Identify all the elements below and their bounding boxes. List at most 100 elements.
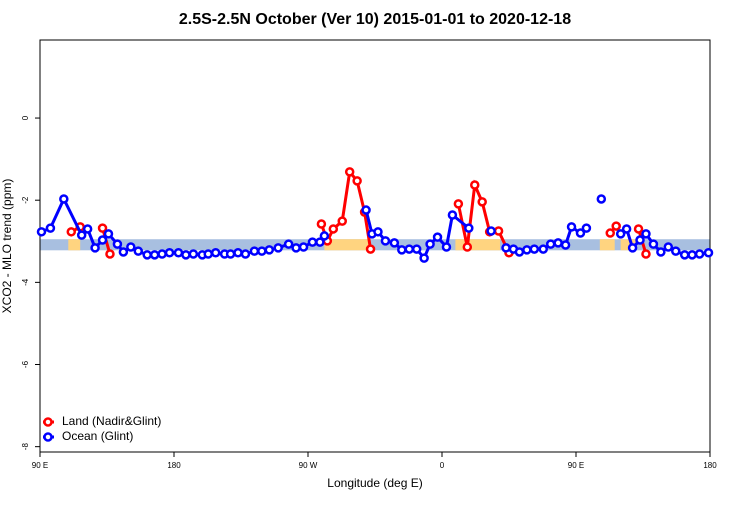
- point: [501, 243, 511, 253]
- point: [656, 247, 666, 257]
- point: [337, 216, 347, 226]
- point: [621, 224, 632, 234]
- point: [575, 228, 586, 238]
- y-tick-label: 0: [21, 115, 30, 120]
- point: [453, 199, 464, 209]
- point: [648, 239, 659, 249]
- point: [462, 242, 473, 252]
- point: [82, 224, 93, 234]
- point: [233, 248, 243, 258]
- chart-title: 2.5S-2.5N October (Ver 10) 2015-01-01 to…: [179, 11, 571, 28]
- point: [464, 223, 474, 233]
- point: [97, 223, 108, 233]
- point: [133, 246, 144, 256]
- point: [687, 250, 697, 260]
- point: [225, 249, 236, 259]
- point: [397, 245, 407, 255]
- legend-label: Ocean (Glint): [62, 429, 133, 443]
- x-tick-label: 90 W: [299, 461, 318, 470]
- point: [493, 226, 504, 236]
- x-tick-label: 180: [167, 461, 181, 470]
- x-tick-label: 90 E: [568, 461, 584, 470]
- point: [36, 227, 47, 237]
- point: [671, 246, 681, 256]
- point: [470, 180, 480, 190]
- point: [164, 248, 175, 258]
- y-tick-label: -2: [21, 196, 30, 204]
- point: [441, 242, 452, 252]
- point: [210, 248, 221, 258]
- point: [553, 238, 563, 248]
- x-tick-label: 90 E: [32, 461, 48, 470]
- point: [103, 229, 114, 239]
- land-span: [620, 239, 636, 251]
- point: [66, 227, 77, 237]
- point: [315, 237, 325, 247]
- point: [486, 226, 496, 236]
- land-span: [324, 239, 371, 251]
- point: [59, 194, 69, 204]
- point: [45, 223, 56, 233]
- point: [173, 248, 184, 258]
- point: [404, 244, 414, 254]
- point: [641, 249, 651, 259]
- point: [581, 223, 592, 233]
- point: [641, 229, 651, 239]
- point: [703, 248, 714, 258]
- point: [142, 250, 152, 260]
- point: [105, 249, 115, 259]
- point: [596, 194, 607, 204]
- point: [328, 224, 339, 234]
- point: [615, 229, 626, 239]
- point: [373, 227, 383, 237]
- legend-marker: [43, 432, 53, 442]
- point: [118, 247, 129, 257]
- point: [411, 244, 422, 254]
- y-axis-label: XCO2 - MLO trend (ppm): [0, 179, 14, 314]
- point: [97, 235, 108, 245]
- point: [679, 250, 690, 260]
- x-tick-label: 0: [440, 461, 445, 470]
- point: [605, 228, 615, 238]
- point: [514, 247, 525, 257]
- point: [522, 245, 532, 255]
- point: [447, 210, 458, 220]
- land-span: [455, 239, 501, 251]
- point: [538, 244, 548, 254]
- point: [627, 243, 638, 253]
- land-span: [599, 239, 615, 251]
- point: [560, 240, 571, 250]
- point: [76, 230, 87, 240]
- point: [319, 231, 330, 241]
- point: [273, 243, 283, 253]
- point: [149, 250, 160, 260]
- point: [112, 239, 123, 249]
- plot-frame: [39, 39, 711, 453]
- point: [663, 242, 674, 252]
- point: [157, 249, 167, 259]
- legend-marker: [43, 417, 53, 427]
- point: [344, 167, 355, 177]
- point: [432, 232, 443, 242]
- point: [203, 249, 213, 259]
- y-tick-label: -4: [21, 278, 30, 286]
- point: [635, 235, 645, 245]
- point: [181, 250, 191, 260]
- point: [126, 242, 136, 252]
- point: [257, 246, 267, 256]
- point: [283, 239, 294, 249]
- land-span: [68, 239, 81, 251]
- point: [365, 244, 376, 254]
- x-tick-label: 180: [703, 461, 717, 470]
- point: [545, 239, 556, 249]
- point: [529, 244, 540, 254]
- point: [264, 245, 275, 255]
- point: [633, 224, 644, 234]
- point: [188, 249, 199, 259]
- point: [90, 243, 100, 253]
- point: [291, 243, 301, 253]
- point: [611, 221, 621, 231]
- point: [249, 246, 260, 256]
- point: [298, 242, 309, 252]
